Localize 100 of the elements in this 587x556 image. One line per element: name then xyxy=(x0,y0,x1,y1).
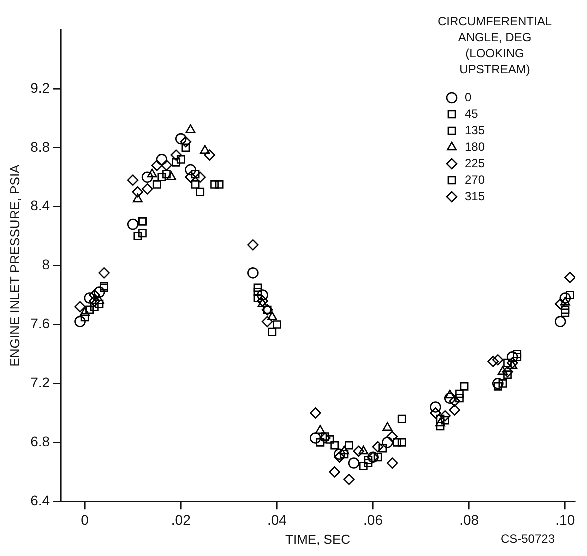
point xyxy=(95,300,104,308)
point xyxy=(156,154,168,166)
point xyxy=(258,298,268,308)
point xyxy=(344,474,355,486)
y-axis-title: ENGINE INLET PRESSURE, PSIA xyxy=(7,164,22,367)
point xyxy=(340,450,349,459)
point xyxy=(215,180,224,189)
y-tick-label: 8.4 xyxy=(30,198,50,214)
point xyxy=(147,168,158,178)
point xyxy=(564,272,575,284)
point xyxy=(191,170,200,179)
point xyxy=(488,356,499,368)
point xyxy=(386,458,398,469)
point xyxy=(436,422,445,431)
y-tick-label: 7.6 xyxy=(30,316,50,332)
point xyxy=(382,437,394,448)
point xyxy=(492,378,504,390)
point xyxy=(330,441,340,450)
point xyxy=(364,456,373,465)
point xyxy=(498,366,508,376)
point xyxy=(204,150,216,161)
y-tick-label: 9.2 xyxy=(30,80,50,96)
point xyxy=(498,380,508,388)
point xyxy=(566,291,574,300)
point xyxy=(248,240,259,251)
x-tick-label: .08 xyxy=(460,512,480,528)
point xyxy=(80,307,90,316)
point xyxy=(329,466,340,478)
point xyxy=(504,358,512,368)
point xyxy=(138,229,147,238)
point xyxy=(334,448,346,460)
point xyxy=(176,156,186,164)
point xyxy=(393,438,402,447)
point xyxy=(98,268,110,279)
point xyxy=(262,316,274,328)
y-tick-label: 6.4 xyxy=(30,492,50,508)
point xyxy=(508,360,518,370)
point xyxy=(200,145,210,154)
point xyxy=(445,390,456,399)
point xyxy=(89,296,100,307)
point xyxy=(170,150,182,161)
point xyxy=(127,174,139,186)
point xyxy=(180,136,192,148)
point xyxy=(382,422,393,432)
point xyxy=(90,302,99,312)
point xyxy=(151,160,163,172)
point xyxy=(378,444,388,453)
point xyxy=(248,268,259,279)
point xyxy=(191,180,200,189)
point xyxy=(430,402,442,413)
point xyxy=(345,441,354,450)
point xyxy=(339,446,350,455)
point xyxy=(185,164,196,176)
point xyxy=(449,396,461,408)
point xyxy=(554,298,566,310)
y-tick-label: 8.8 xyxy=(30,138,50,155)
point xyxy=(460,382,469,391)
point xyxy=(132,186,144,198)
point xyxy=(182,144,190,152)
point xyxy=(273,320,282,329)
legend-label: 270 xyxy=(465,172,486,187)
point xyxy=(506,357,518,369)
point xyxy=(257,296,268,307)
text: CS-50723 xyxy=(500,532,556,546)
point xyxy=(513,352,522,362)
point xyxy=(444,392,456,404)
point xyxy=(348,458,360,469)
point xyxy=(89,290,100,301)
x-tick-label: .06 xyxy=(364,512,384,528)
point xyxy=(74,316,86,328)
point xyxy=(175,133,187,145)
point xyxy=(359,462,368,470)
point xyxy=(449,404,461,416)
legend-label: 315 xyxy=(465,189,486,204)
point xyxy=(561,308,570,318)
point xyxy=(315,425,326,434)
point xyxy=(74,301,86,313)
point xyxy=(166,172,177,181)
point xyxy=(440,410,451,422)
legend-label: 0 xyxy=(465,90,472,104)
point xyxy=(436,418,446,427)
point xyxy=(80,313,90,322)
point xyxy=(142,172,154,184)
point xyxy=(506,352,518,363)
point xyxy=(142,184,154,195)
point xyxy=(185,172,196,184)
point xyxy=(267,312,278,321)
point xyxy=(353,446,365,458)
point xyxy=(398,438,406,447)
point xyxy=(84,292,96,304)
y-tick-label: 7.2 xyxy=(30,374,50,391)
legend-label: 180 xyxy=(465,140,486,154)
x-tick-label: 0 xyxy=(81,512,90,528)
point xyxy=(374,453,382,462)
x-tick-label: .02 xyxy=(171,512,192,528)
point xyxy=(398,414,406,424)
point xyxy=(134,232,142,241)
point xyxy=(94,286,106,298)
point xyxy=(161,160,172,172)
point xyxy=(372,441,384,453)
